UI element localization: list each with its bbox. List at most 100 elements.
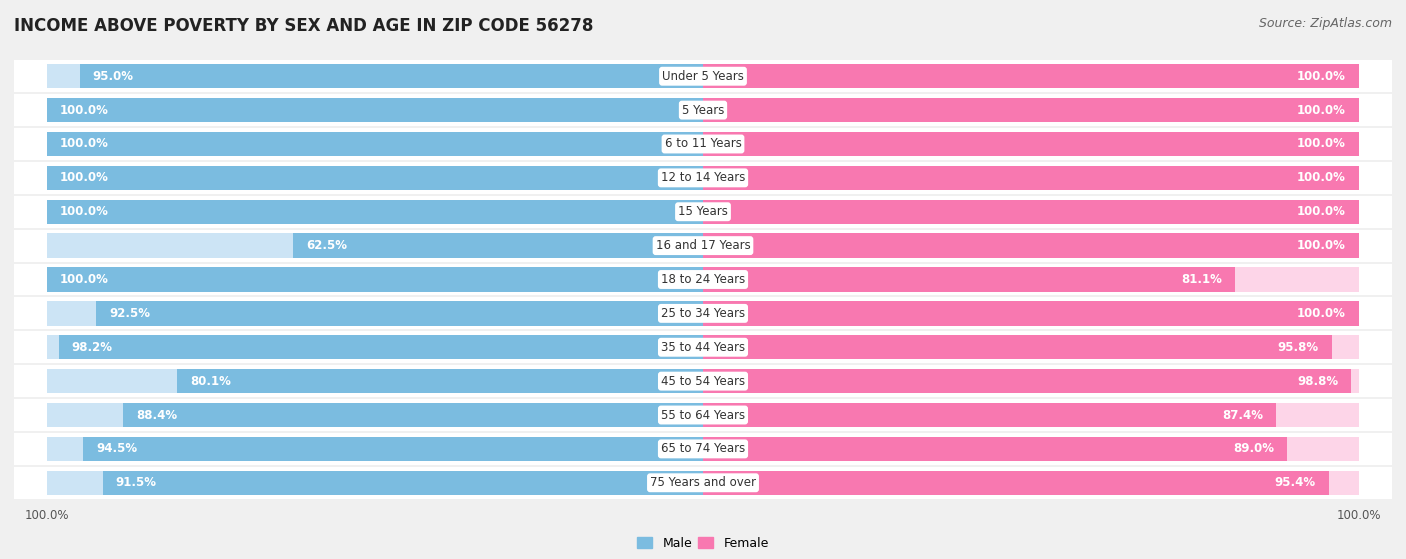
Text: 100.0%: 100.0%	[1298, 205, 1346, 218]
Bar	[703, 267, 1234, 292]
Text: 88.4%: 88.4%	[136, 409, 177, 421]
Bar	[703, 64, 1360, 88]
Bar	[14, 94, 1392, 126]
Text: 81.1%: 81.1%	[1181, 273, 1222, 286]
Bar	[703, 234, 1360, 258]
Bar	[703, 200, 1360, 224]
Text: 100.0%: 100.0%	[60, 138, 108, 150]
Bar	[14, 467, 1392, 499]
Bar	[14, 331, 1392, 363]
Text: 95.8%: 95.8%	[1277, 341, 1319, 354]
Text: Source: ZipAtlas.com: Source: ZipAtlas.com	[1258, 17, 1392, 30]
Bar	[96, 301, 703, 325]
Bar	[46, 437, 703, 461]
Bar	[703, 369, 1360, 394]
Bar	[703, 403, 1360, 427]
Text: 100.0%: 100.0%	[60, 103, 108, 117]
Text: INCOME ABOVE POVERTY BY SEX AND AGE IN ZIP CODE 56278: INCOME ABOVE POVERTY BY SEX AND AGE IN Z…	[14, 17, 593, 35]
Bar	[14, 264, 1392, 295]
Text: 45 to 54 Years: 45 to 54 Years	[661, 375, 745, 387]
Bar	[703, 335, 1331, 359]
Bar	[703, 471, 1360, 495]
Bar	[46, 471, 703, 495]
Bar	[14, 128, 1392, 160]
Bar	[703, 98, 1360, 122]
Text: 100.0%: 100.0%	[60, 172, 108, 184]
Text: 6 to 11 Years: 6 to 11 Years	[665, 138, 741, 150]
Bar	[703, 165, 1360, 190]
Bar	[46, 267, 703, 292]
Bar	[46, 64, 703, 88]
Text: 25 to 34 Years: 25 to 34 Years	[661, 307, 745, 320]
Text: 65 to 74 Years: 65 to 74 Years	[661, 442, 745, 456]
Text: 100.0%: 100.0%	[60, 273, 108, 286]
Bar	[14, 60, 1392, 92]
Text: 15 Years: 15 Years	[678, 205, 728, 218]
Bar	[14, 297, 1392, 329]
Bar	[703, 165, 1360, 190]
Bar	[80, 64, 703, 88]
Bar	[703, 301, 1360, 325]
Bar	[46, 98, 703, 122]
Text: 35 to 44 Years: 35 to 44 Years	[661, 341, 745, 354]
Bar	[46, 132, 703, 156]
Bar	[46, 301, 703, 325]
Text: 95.4%: 95.4%	[1275, 476, 1316, 489]
Bar	[703, 301, 1360, 325]
Bar	[14, 433, 1392, 465]
Bar	[46, 132, 703, 156]
Text: 100.0%: 100.0%	[1298, 307, 1346, 320]
Bar	[46, 234, 703, 258]
Bar	[46, 335, 703, 359]
Bar	[703, 200, 1360, 224]
Bar	[177, 369, 703, 394]
Text: 75 Years and over: 75 Years and over	[650, 476, 756, 489]
Text: 91.5%: 91.5%	[115, 476, 156, 489]
Bar	[703, 234, 1360, 258]
Text: 89.0%: 89.0%	[1233, 442, 1274, 456]
Bar	[703, 132, 1360, 156]
Bar	[46, 200, 703, 224]
Bar	[46, 98, 703, 122]
Bar	[703, 267, 1360, 292]
Text: 98.2%: 98.2%	[72, 341, 112, 354]
Bar	[46, 165, 703, 190]
Text: 98.8%: 98.8%	[1296, 375, 1339, 387]
Text: 100.0%: 100.0%	[1298, 138, 1346, 150]
Bar	[46, 403, 703, 427]
Bar	[703, 403, 1277, 427]
Bar	[703, 132, 1360, 156]
Bar	[703, 64, 1360, 88]
Bar	[292, 234, 703, 258]
Text: 94.5%: 94.5%	[96, 442, 138, 456]
Text: 87.4%: 87.4%	[1222, 409, 1264, 421]
Text: 80.1%: 80.1%	[191, 375, 232, 387]
Text: 92.5%: 92.5%	[110, 307, 150, 320]
Bar	[46, 165, 703, 190]
Bar	[703, 471, 1329, 495]
Bar	[14, 196, 1392, 228]
Text: 12 to 14 Years: 12 to 14 Years	[661, 172, 745, 184]
Bar	[83, 437, 703, 461]
Text: 100.0%: 100.0%	[60, 205, 108, 218]
Bar	[122, 403, 703, 427]
Bar	[703, 437, 1360, 461]
Bar	[14, 365, 1392, 397]
Bar	[46, 369, 703, 394]
Text: 16 and 17 Years: 16 and 17 Years	[655, 239, 751, 252]
Bar	[46, 200, 703, 224]
Text: 5 Years: 5 Years	[682, 103, 724, 117]
Bar	[14, 230, 1392, 262]
Bar	[703, 369, 1351, 394]
Bar	[46, 267, 703, 292]
Text: 100.0%: 100.0%	[1298, 70, 1346, 83]
Text: 100.0%: 100.0%	[1298, 172, 1346, 184]
Bar	[703, 437, 1286, 461]
Text: 100.0%: 100.0%	[1298, 239, 1346, 252]
Bar	[703, 98, 1360, 122]
Bar	[14, 162, 1392, 194]
Bar	[14, 399, 1392, 431]
Bar	[703, 335, 1360, 359]
Text: 18 to 24 Years: 18 to 24 Years	[661, 273, 745, 286]
Text: 100.0%: 100.0%	[1298, 103, 1346, 117]
